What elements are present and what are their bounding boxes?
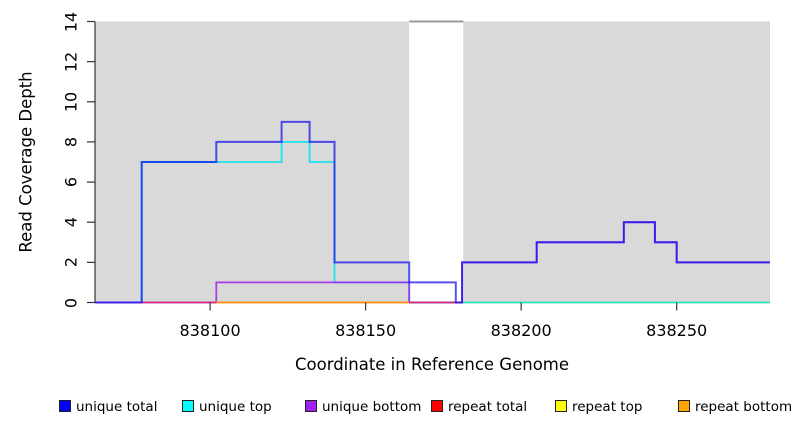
plot-background-right	[463, 21, 770, 303]
x-tick-label-838250: 838250	[646, 321, 708, 340]
legend-swatch-icon	[678, 400, 690, 412]
legend-label: repeat total	[448, 399, 528, 415]
y-tick-label-10: 10	[61, 91, 81, 112]
y-tick-label-4: 4	[61, 217, 81, 228]
x-tick-label-838150: 838150	[335, 321, 397, 340]
y-tick-label-2: 2	[61, 257, 81, 268]
legend-label: repeat bottom	[695, 399, 792, 415]
x-tick-label-838200: 838200	[490, 321, 552, 340]
repeat-gap-band	[409, 21, 464, 303]
x-axis-title: Coordinate in Reference Genome	[294, 355, 570, 374]
legend-label: unique total	[76, 399, 158, 415]
x-tick-label-838100: 838100	[179, 321, 241, 340]
legend-label: repeat top	[572, 399, 643, 415]
legend-label: unique bottom	[322, 399, 422, 415]
y-axis-title: Read Coverage Depth	[16, 71, 36, 253]
legend-swatch-icon	[305, 400, 317, 412]
legend-swatch-icon	[182, 400, 194, 412]
legend-label: unique top	[199, 399, 272, 415]
y-tick-label-14: 14	[61, 11, 81, 32]
series-unique-total	[95, 120, 770, 304]
y-tick-label-8: 8	[61, 136, 81, 148]
y-tick-label-0: 0	[61, 297, 81, 308]
y-tick-label-6: 6	[61, 176, 81, 188]
legend-swatch-icon	[431, 400, 443, 412]
legend-swatch-icon	[59, 400, 71, 412]
y-tick-label-12: 12	[61, 51, 81, 72]
legend-swatch-icon	[555, 400, 567, 412]
